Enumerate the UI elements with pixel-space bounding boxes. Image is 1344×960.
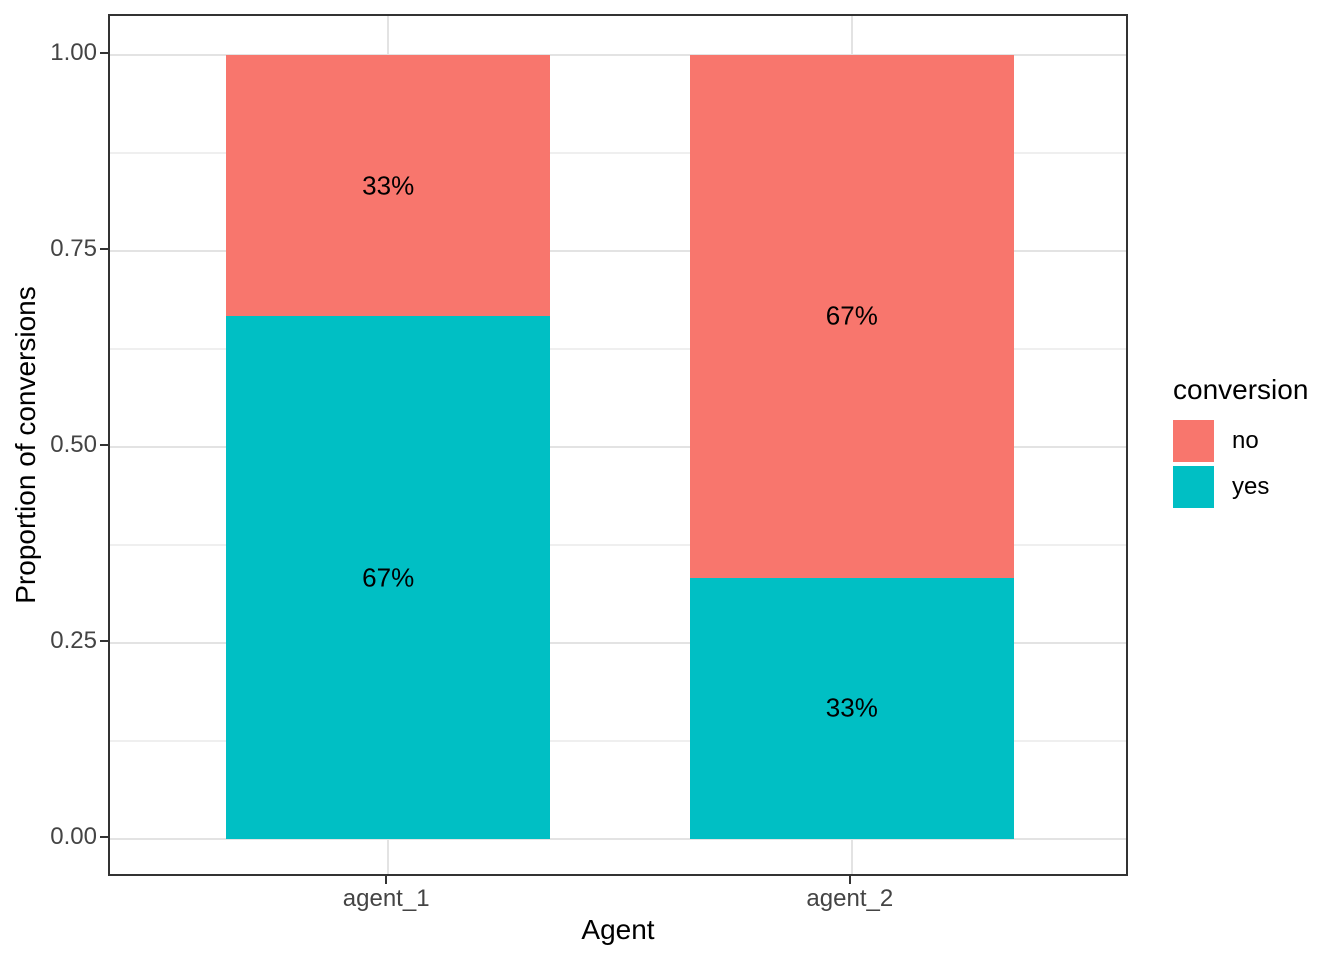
- x-axis-tick: [848, 876, 851, 884]
- legend-title: conversion: [1173, 374, 1309, 405]
- y-axis-tick: [100, 444, 108, 446]
- y-axis-title: Proportion of conversions: [10, 286, 41, 604]
- legend-swatch-no: [1173, 420, 1214, 462]
- y-axis-tick: [100, 836, 108, 838]
- major-gridline: [110, 642, 1126, 644]
- minor-gridline: [110, 740, 1126, 742]
- minor-gridline: [110, 348, 1126, 350]
- legend-swatch-yes: [1173, 466, 1214, 508]
- bar-label-agent_1-no: 33%: [362, 170, 415, 201]
- bar-label-agent_2-yes: 33%: [825, 692, 878, 723]
- major-gridline: [110, 838, 1126, 840]
- legend-entry-no: no: [1173, 420, 1308, 462]
- y-axis-tick-label: 0.25: [50, 627, 97, 654]
- bar-label-agent_1-yes: 67%: [362, 562, 415, 593]
- x-axis-tick-label: agent_1: [342, 885, 430, 912]
- x-axis-title: Agent: [581, 914, 655, 945]
- legend-entry-yes: yes: [1173, 466, 1308, 508]
- x-axis-tick: [385, 876, 388, 884]
- bar-segment-agent_2-no: [689, 55, 1014, 578]
- x-axis-tick-label: agent_2: [806, 885, 894, 912]
- y-axis-tick: [100, 248, 108, 250]
- y-axis-tick: [100, 52, 108, 54]
- y-axis-tick-label: 0.00: [50, 823, 97, 850]
- legend-entries: no yes: [1173, 420, 1308, 508]
- bar-label-agent_2-no: 67%: [825, 300, 878, 331]
- y-axis-tick-label: 0.75: [50, 235, 97, 262]
- bar-segment-agent_1-no: [226, 55, 551, 317]
- legend-label-no: no: [1232, 427, 1259, 454]
- major-gridline: [110, 250, 1126, 252]
- bar-segment-agent_1-yes: [226, 316, 551, 839]
- major-gridline: [110, 54, 1126, 56]
- y-axis-tick-label: 0.50: [50, 431, 97, 458]
- legend-label-yes: yes: [1232, 473, 1270, 500]
- legend: conversion no yes: [1173, 374, 1308, 512]
- bar-segment-agent_2-yes: [689, 577, 1014, 839]
- minor-gridline: [110, 544, 1126, 546]
- minor-gridline: [110, 152, 1126, 154]
- major-gridline: [110, 446, 1126, 448]
- y-axis-tick: [100, 640, 108, 642]
- y-axis-tick-label: 1.00: [50, 39, 97, 66]
- plot-panel: 67% 33% 33% 67%: [108, 14, 1128, 876]
